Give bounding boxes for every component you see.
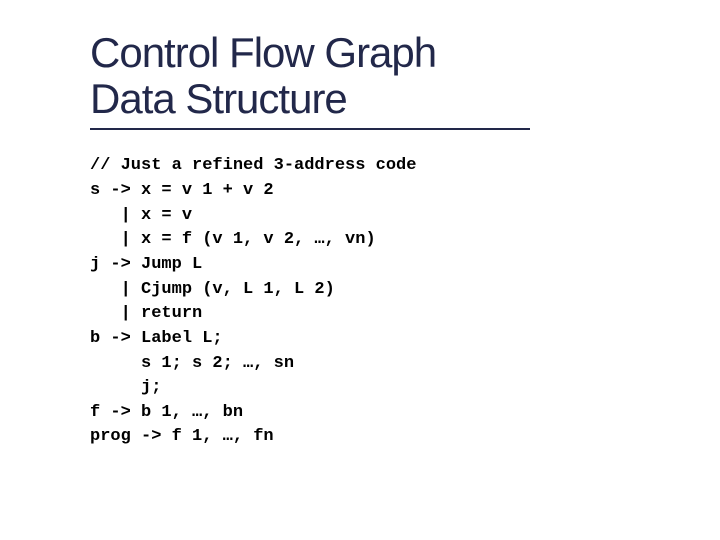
code-line-10: j; xyxy=(90,378,161,397)
code-block: // Just a refined 3-address code s -> x … xyxy=(90,154,630,450)
code-line-8: b -> Label L; xyxy=(90,329,223,348)
code-line-4: | x = f (v 1, v 2, …, vn) xyxy=(90,230,376,249)
code-line-11: f -> b 1, …, bn xyxy=(90,403,243,422)
code-line-1: // Just a refined 3-address code xyxy=(90,156,416,175)
code-line-6: | Cjump (v, L 1, L 2) xyxy=(90,280,335,299)
slide-container: Control Flow Graph Data Structure // Jus… xyxy=(0,0,720,480)
code-line-5: j -> Jump L xyxy=(90,255,202,274)
code-line-12: prog -> f 1, …, fn xyxy=(90,427,274,446)
title-underline xyxy=(90,128,530,130)
title-line-1: Control Flow Graph xyxy=(90,29,436,76)
code-line-9: s 1; s 2; …, sn xyxy=(90,354,294,373)
code-line-3: | x = v xyxy=(90,206,192,225)
slide-title: Control Flow Graph Data Structure xyxy=(90,30,630,122)
title-line-2: Data Structure xyxy=(90,75,347,122)
code-line-2: s -> x = v 1 + v 2 xyxy=(90,181,274,200)
code-line-7: | return xyxy=(90,304,202,323)
